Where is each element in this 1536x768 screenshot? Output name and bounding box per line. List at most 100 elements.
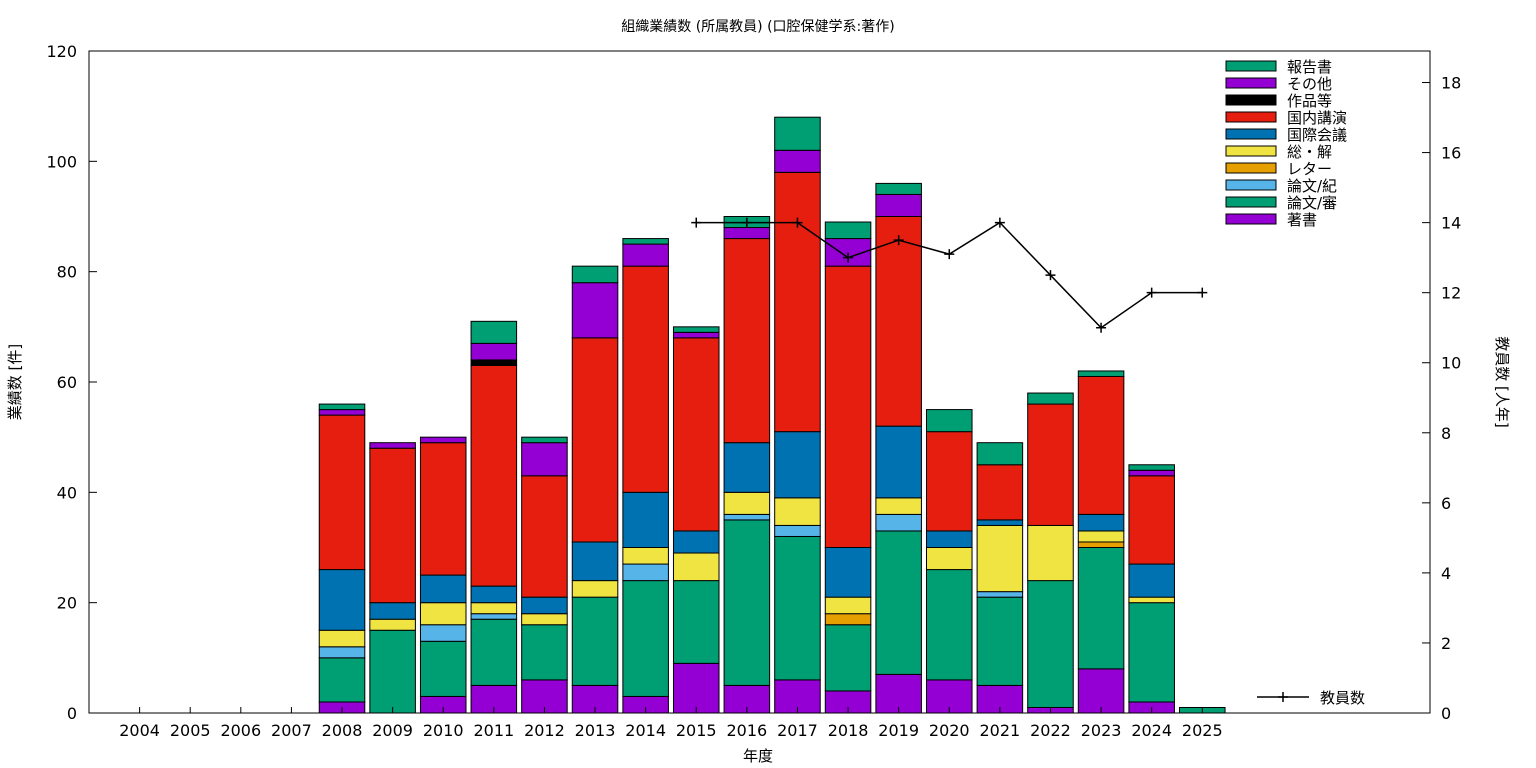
y2-tick-label: 6 (1441, 494, 1451, 513)
legend-label: 著書 (1287, 211, 1317, 229)
staff-point (1146, 287, 1157, 298)
bar-segment-2009-5 (369, 602, 416, 620)
legend-label: 作品等 (1287, 92, 1332, 110)
bar-segment-2015-8 (672, 331, 720, 339)
bar-segment-2024-9 (1128, 464, 1175, 471)
y-tick-label: 80 (57, 263, 77, 282)
bar-segment-2012-4 (521, 613, 568, 626)
bar-segment-2013-6 (571, 337, 619, 543)
legend-swatch (1225, 162, 1277, 174)
x-tick-label: 2025 (1182, 721, 1223, 740)
legend-label: その他 (1287, 75, 1332, 93)
bar-segment-2011-6 (470, 364, 518, 587)
bar-segment-2018-5 (824, 547, 872, 598)
x-tick-label: 2024 (1131, 721, 1172, 740)
y2-tick-label: 16 (1441, 144, 1461, 163)
bar-segment-2011-9 (470, 320, 518, 344)
bar-segment-2010-6 (419, 442, 467, 576)
bar-segment-2023-3 (1077, 541, 1125, 549)
bar-segment-2020-6 (925, 431, 973, 532)
bar-segment-2019-1 (875, 530, 922, 675)
bar-segment-2015-6 (672, 337, 720, 532)
bar-segment-2017-5 (774, 431, 821, 499)
bar-segment-2019-6 (875, 216, 922, 427)
legend-line-label: 教員数 (1320, 689, 1365, 707)
bar-segment-2019-2 (875, 513, 922, 532)
bar-segment-2009-1 (369, 629, 416, 714)
bar-segment-2011-8 (470, 342, 518, 361)
y-tick-label: 40 (57, 483, 77, 502)
bar-segment-2017-2 (774, 524, 821, 537)
legend-swatch (1225, 213, 1277, 225)
y-tick-label: 60 (57, 373, 77, 392)
bar-segment-2011-2 (470, 613, 518, 620)
bar-segment-2014-4 (622, 547, 669, 565)
y-tick-label: 100 (46, 152, 77, 171)
bar-segment-2020-9 (925, 409, 973, 433)
x-tick-label: 2007 (271, 721, 312, 740)
bar-segment-2015-5 (672, 530, 720, 554)
bar-segment-2023-4 (1077, 530, 1125, 543)
bar-segment-2018-3 (824, 613, 872, 626)
bar-segment-2009-4 (369, 618, 416, 631)
bar-segment-2011-4 (470, 602, 518, 615)
bar-segment-2015-4 (672, 552, 720, 582)
bar-segment-2019-8 (875, 193, 922, 217)
x-tick-label: 2011 (473, 721, 514, 740)
y-tick-label: 0 (67, 704, 77, 723)
staff-point (843, 252, 854, 263)
bar-segment-2009-8 (369, 442, 416, 449)
bar-segment-2021-2 (976, 591, 1024, 598)
staff-point (691, 217, 702, 228)
bar-segment-2023-9 (1077, 370, 1125, 377)
bar-segment-2008-9 (318, 403, 366, 411)
bar-segment-2014-8 (622, 243, 669, 267)
bar-segment-2018-9 (824, 221, 872, 240)
bar-segment-2016-6 (723, 238, 771, 444)
legend-swatch (1225, 77, 1277, 89)
y2-tick-label: 14 (1441, 214, 1461, 233)
staff-point (994, 217, 1005, 228)
bar-segment-2010-5 (419, 574, 467, 604)
bar-segment-2017-9 (774, 116, 821, 151)
bar-segment-2024-8 (1128, 469, 1175, 477)
x-tick-label: 2012 (524, 721, 565, 740)
legend-label: 論文/紀 (1287, 177, 1337, 195)
bar-segment-2019-9 (875, 182, 922, 195)
bar-segment-2016-2 (723, 513, 771, 521)
bar-segment-2016-8 (723, 227, 771, 240)
x-tick-label: 2006 (220, 721, 261, 740)
bars-layer (318, 116, 1226, 714)
bar-segment-2013-4 (571, 580, 619, 598)
staff-line (696, 221, 1203, 329)
x-tick-label: 2015 (676, 721, 717, 740)
bar-segment-2017-1 (774, 535, 821, 681)
staff-point (1096, 322, 1107, 333)
legend-swatch (1225, 145, 1277, 157)
y2-axis-label: 教員数 [人年] (1493, 336, 1511, 427)
bar-segment-2008-5 (318, 569, 366, 631)
bar-segment-2013-9 (571, 265, 619, 284)
x-tick-label: 2010 (423, 721, 464, 740)
x-tick-label: 2005 (170, 721, 211, 740)
y-axis-label: 業績数 [件] (6, 344, 24, 420)
x-tick-label: 2013 (575, 721, 616, 740)
x-tick-label: 2021 (980, 721, 1021, 740)
y2-tick-label: 2 (1441, 634, 1451, 653)
bar-segment-2012-8 (521, 442, 568, 477)
bar-segment-2023-1 (1077, 547, 1125, 670)
bar-segment-2018-1 (824, 624, 872, 692)
y2-tick-label: 12 (1441, 284, 1461, 303)
bar-segment-2013-8 (571, 282, 619, 339)
legend-label: 論文/審 (1287, 194, 1337, 212)
bar-segment-2020-5 (925, 530, 973, 549)
bar-segment-2008-4 (318, 629, 366, 648)
bar-segment-2010-4 (419, 602, 467, 626)
legend-swatch (1225, 196, 1277, 208)
bar-segment-2008-1 (318, 657, 366, 703)
bar-segment-2010-8 (419, 436, 467, 444)
y2-tick-label: 18 (1441, 74, 1461, 93)
bar-segment-2020-4 (925, 547, 973, 571)
bar-segment-2019-4 (875, 497, 922, 515)
